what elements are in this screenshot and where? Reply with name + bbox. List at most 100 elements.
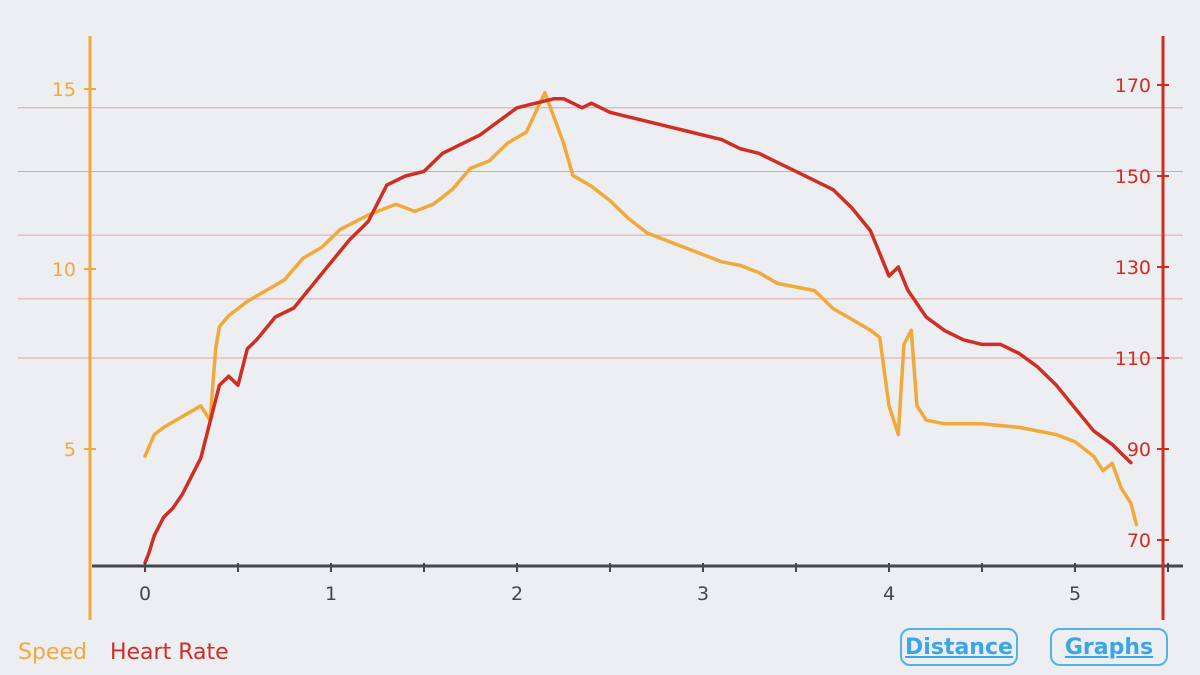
series-layer <box>143 90 1139 565</box>
hr-tick-label-70: 70 <box>1127 530 1151 552</box>
speed-point <box>320 246 323 249</box>
heart-rate-point <box>1018 352 1020 355</box>
gridlines <box>18 107 1183 359</box>
heart-rate-point <box>367 220 370 223</box>
heart-rate-point <box>944 329 946 332</box>
heart-rate-point <box>330 261 332 264</box>
x-tick-label-4: 4 <box>883 583 895 605</box>
heart-rate-point <box>702 134 704 136</box>
heart-rate-point <box>758 152 760 155</box>
heart-rate-point <box>162 516 165 519</box>
speed-point <box>888 405 890 407</box>
heart-rate-point <box>386 184 388 186</box>
speed-tick-label-15: 15 <box>52 79 76 101</box>
x-tick-label-5: 5 <box>1069 583 1081 605</box>
speed-point <box>339 228 342 231</box>
speed-point <box>758 271 760 274</box>
speed-point <box>413 210 416 213</box>
speed-point <box>944 423 946 425</box>
x-tick-label-2: 2 <box>511 583 523 605</box>
heart-rate-point <box>590 102 593 104</box>
speed-point <box>1130 502 1132 504</box>
hr-tick-label-110: 110 <box>1115 348 1151 370</box>
hr-tick-label-170: 170 <box>1115 75 1151 97</box>
heart-rate-point <box>190 475 193 478</box>
heart-rate-point <box>665 125 667 127</box>
heart-rate-point <box>218 384 221 387</box>
x-tick-label-3: 3 <box>697 583 709 605</box>
speed-point <box>144 455 146 458</box>
speed-point <box>451 189 453 191</box>
speed-point <box>246 300 249 303</box>
speed-point <box>702 253 704 256</box>
heart-rate-point <box>878 252 881 255</box>
series-heart-rate <box>143 96 1133 565</box>
speed-point <box>227 315 230 317</box>
heart-rate-point <box>851 207 853 209</box>
heart-rate-point <box>897 266 900 268</box>
heart-rate-point <box>906 288 909 291</box>
heart-rate-point <box>423 170 425 173</box>
heart-rate-point <box>404 175 407 177</box>
distance-button[interactable]: Distance <box>900 628 1018 666</box>
speed-point <box>218 325 221 328</box>
heart-rate-point <box>581 106 583 109</box>
speed-point <box>525 131 528 133</box>
heart-rate-point <box>460 143 463 145</box>
speed-point <box>627 217 630 220</box>
heart-rate-point <box>739 147 741 150</box>
heart-rate-point <box>246 348 249 350</box>
x-axis-ticks: 0 1 2 3 4 5 <box>139 563 1169 605</box>
heart-rate-point <box>147 552 150 555</box>
speed-point <box>200 405 202 407</box>
speed-point <box>553 117 555 119</box>
heart-rate-point <box>1037 366 1039 368</box>
heart-rate-point <box>646 120 648 123</box>
speed-point <box>283 279 286 281</box>
heart-rate-line <box>143 96 1133 565</box>
heart-rate-point <box>813 179 816 182</box>
heart-rate-point <box>497 120 500 123</box>
speed-point <box>562 142 565 144</box>
heart-rate-point <box>1055 384 1058 387</box>
speed-point <box>903 343 905 346</box>
speed-point <box>367 214 370 216</box>
hr-tick-label-90: 90 <box>1127 439 1151 461</box>
speed-point <box>395 203 397 205</box>
speed-point <box>683 246 686 249</box>
heart-rate-point <box>274 316 277 318</box>
speed-point <box>1092 455 1095 458</box>
speed-point <box>813 289 816 292</box>
heart-rate-point <box>172 507 174 509</box>
heart-rate-axis-ticks: 70 90 110 130 150 170 <box>1115 75 1169 552</box>
heart-rate-point <box>181 493 183 496</box>
speed-point <box>162 426 165 429</box>
speed-point <box>1111 462 1113 465</box>
heart-rate-point <box>599 106 602 109</box>
heart-rate-point <box>153 534 156 537</box>
speed-point <box>925 419 927 422</box>
heart-rate-point <box>869 229 872 232</box>
heart-rate-point <box>683 129 686 132</box>
heart-rate-point <box>609 111 611 114</box>
heart-rate-point <box>1120 452 1123 455</box>
speed-point <box>488 160 490 162</box>
speed-point <box>432 203 435 205</box>
hr-tick-label-130: 130 <box>1115 257 1151 279</box>
graphs-button[interactable]: Graphs <box>1050 628 1168 666</box>
speed-point <box>897 433 900 436</box>
heart-rate-point <box>200 457 202 459</box>
x-tick-label-0: 0 <box>139 583 151 605</box>
heart-rate-point <box>255 339 258 341</box>
heart-rate-point <box>999 343 1002 346</box>
x-tick-label-1: 1 <box>325 583 337 605</box>
heart-rate-point <box>237 384 239 387</box>
heart-rate-point <box>627 116 630 118</box>
speed-point <box>878 336 881 339</box>
heart-rate-point <box>720 138 723 141</box>
speed-point <box>214 347 217 350</box>
hr-tick-label-150: 150 <box>1115 166 1151 188</box>
speed-axis-ticks: 5 10 15 <box>52 79 96 461</box>
speed-point <box>590 185 593 187</box>
